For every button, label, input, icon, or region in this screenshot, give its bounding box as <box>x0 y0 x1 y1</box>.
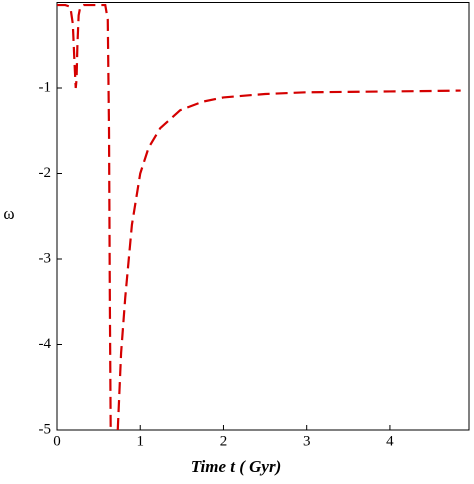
y-tick-label: -2 <box>39 165 52 181</box>
x-tick-label: 4 <box>386 433 394 449</box>
y-tick-label: -5 <box>39 421 52 437</box>
x-tick-label: 3 <box>303 433 311 449</box>
x-tick-label: 2 <box>220 433 228 449</box>
data-line <box>57 3 461 430</box>
y-tick-label: -3 <box>39 250 52 266</box>
x-axis-label: Time t ( Gyr) <box>191 457 281 476</box>
plot-frame <box>56 2 470 431</box>
x-tick-label: 0 <box>53 433 61 449</box>
y-tick-label: -1 <box>39 79 52 95</box>
y-tick-label: -4 <box>39 336 52 352</box>
x-tick-label: 1 <box>136 433 144 449</box>
y-axis-label: ω <box>3 204 14 223</box>
